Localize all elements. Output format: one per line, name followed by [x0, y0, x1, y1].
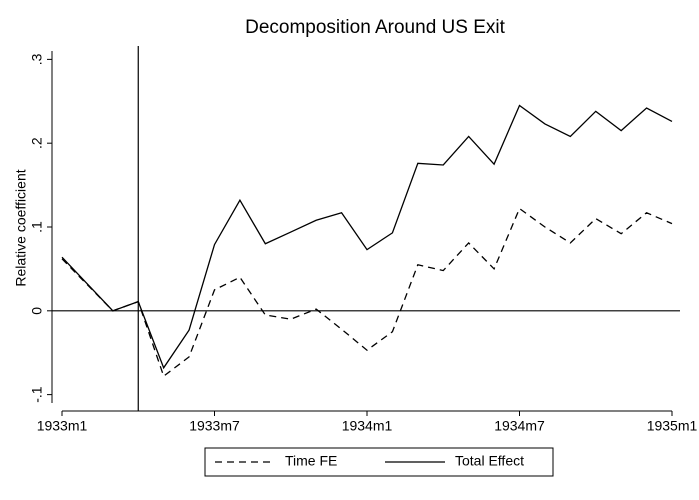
x-tick-label: 1933m1	[37, 418, 88, 434]
chart-title: Decomposition Around US Exit	[245, 17, 506, 38]
y-tick-label: -.1	[29, 386, 45, 403]
series-line	[61, 207, 673, 378]
x-tick-label: 1933m7	[189, 418, 240, 434]
series-line	[61, 104, 673, 370]
legend-label: Time FE	[285, 453, 337, 469]
y-axis-title: Relative coefficient	[13, 169, 29, 286]
y-tick-label: .1	[29, 221, 45, 233]
x-tick-label: 1934m1	[342, 418, 393, 434]
legend-label: Total Effect	[455, 453, 524, 469]
x-tick-label: 1935m1	[647, 418, 698, 434]
y-tick-label: 0	[29, 307, 45, 315]
legend-box	[204, 447, 554, 477]
y-tick-label: .2	[29, 137, 45, 149]
y-tick-label: .3	[29, 53, 45, 65]
x-tick-label: 1934m7	[494, 418, 545, 434]
